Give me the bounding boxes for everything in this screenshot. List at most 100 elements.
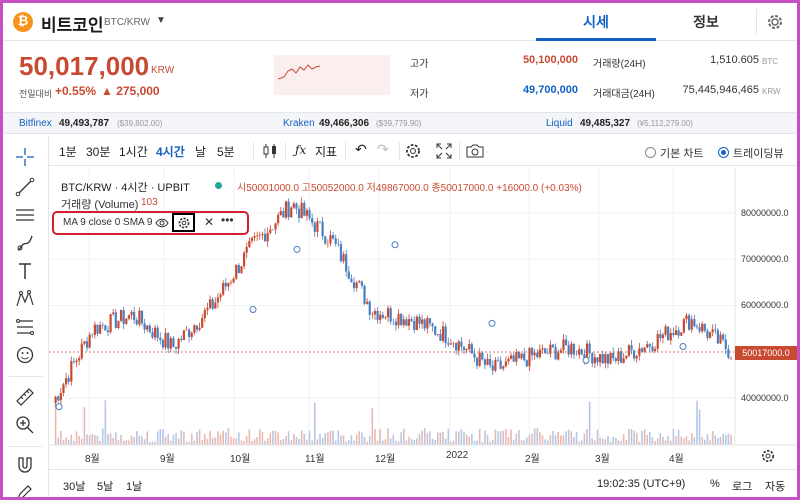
chart-canvas[interactable] (49, 167, 797, 497)
camera-icon[interactable] (465, 142, 485, 160)
ruler-icon[interactable] (14, 386, 36, 408)
eye-icon[interactable] (155, 216, 169, 230)
volume-bar (180, 430, 183, 445)
tradingview-radio[interactable] (718, 147, 729, 158)
volume-bar (332, 430, 334, 445)
price-chart[interactable]: BTC/KRW · 4시간 · UPBIT 시50001000.0 고50052… (49, 167, 797, 497)
range-30d[interactable]: 30날 (63, 481, 86, 493)
candlestick-icon[interactable] (261, 142, 279, 160)
interval-5m[interactable]: 5분 (217, 145, 235, 159)
pattern-icon[interactable] (14, 288, 36, 310)
basic-chart-label[interactable]: 기본 차트 (660, 148, 704, 160)
tab-info[interactable]: 정보 (693, 14, 719, 30)
volume-bar (583, 433, 586, 445)
volume-bar (340, 435, 342, 445)
volume-bar (468, 436, 471, 445)
volume-bar (672, 428, 675, 445)
basic-chart-radio[interactable] (645, 147, 656, 158)
indicator-button[interactable]: 지표 (315, 145, 338, 159)
volume-bar (473, 441, 476, 445)
auto-toggle[interactable]: 자동 (765, 481, 786, 493)
volume-bar (334, 440, 337, 445)
range-5d[interactable]: 5날 (97, 481, 114, 493)
volume-bar (633, 430, 635, 445)
volume-bar (685, 436, 688, 445)
interval-4h[interactable]: 4시간 (156, 145, 185, 159)
chevron-down-icon[interactable]: ▼ (156, 15, 166, 26)
volume-bar (515, 433, 518, 445)
interval-1m[interactable]: 1분 (59, 145, 77, 159)
gear-icon[interactable] (765, 12, 785, 32)
tradingview-label[interactable]: 트레이딩뷰 (733, 148, 784, 160)
volume-bar (363, 436, 366, 445)
volume-bar (599, 437, 601, 445)
x-tick: 9월 (160, 454, 175, 465)
volume-bar (612, 436, 615, 445)
emoji-icon[interactable] (14, 344, 36, 366)
price-panel: 50,017,000 KRW 전일대비 +0.55% ▲ 275,000 고가 … (3, 41, 797, 113)
volume-bar (172, 434, 175, 445)
range-1d[interactable]: 1날 (126, 481, 143, 493)
trendline-icon[interactable] (14, 176, 36, 198)
exchange-name[interactable]: Bitfinex (19, 118, 52, 129)
volume-bar (544, 439, 546, 445)
volume-bar (591, 438, 594, 445)
volume-bar (423, 428, 426, 445)
coin-pair[interactable]: BTC/KRW (104, 17, 150, 28)
volume-bar (112, 437, 115, 445)
volume-bar (125, 439, 128, 445)
volume-bar (54, 403, 57, 445)
zoom-in-icon[interactable] (14, 414, 36, 436)
volume-bar (604, 439, 607, 445)
function-icon[interactable]: ƒx (295, 143, 307, 157)
volume-bar (141, 436, 143, 445)
volume-bar (193, 440, 196, 445)
y-tick: 60000000.0 (741, 300, 789, 310)
pencil-lock-icon[interactable] (14, 481, 36, 497)
volume-bar (421, 430, 423, 445)
close-icon[interactable]: ✕ (204, 215, 215, 229)
gear-icon[interactable] (404, 142, 422, 160)
volume-bar (400, 432, 402, 445)
crosshair-icon[interactable] (14, 146, 36, 168)
gear-icon[interactable] (177, 216, 191, 230)
tab-quote[interactable]: 시세 (536, 3, 656, 41)
interval-30m[interactable]: 30분 (86, 145, 111, 159)
coin-name[interactable]: 비트코인 (41, 16, 104, 35)
percent-toggle[interactable]: % (710, 478, 720, 490)
header: ₿ 비트코인 BTC/KRW ▼ 시세 정보 (3, 3, 797, 41)
volume-bar (256, 437, 258, 445)
volume-bar (719, 436, 722, 445)
volume-bar (601, 438, 604, 445)
volume-bar (450, 441, 452, 445)
exchange-name[interactable]: Liquid (546, 118, 573, 129)
exchange-name[interactable]: Kraken (283, 118, 315, 129)
volume-bar (368, 435, 371, 445)
log-toggle[interactable]: 로그 (732, 481, 753, 493)
volume-bar (316, 439, 319, 445)
volume-bar (408, 436, 410, 445)
ma-indicator-legend[interactable]: MA 9 close 0 SMA 9 ✕ ••• (52, 211, 249, 235)
volume-bar (277, 432, 279, 445)
volume-bar (552, 430, 554, 445)
volume-bar (293, 433, 295, 445)
interval-1h[interactable]: 1시간 (119, 145, 148, 159)
fib-icon[interactable] (14, 316, 36, 338)
redo-icon[interactable]: ↷ (377, 141, 389, 157)
interval-day[interactable]: 날 (195, 145, 207, 159)
fullscreen-icon[interactable] (435, 142, 453, 160)
magnet-icon[interactable] (14, 454, 36, 476)
exchange-usd: ($39,779.90) (376, 119, 422, 128)
ma-settings-button[interactable] (172, 213, 195, 232)
volume-bar (416, 438, 418, 445)
volume-bar (311, 440, 313, 445)
brush-icon[interactable] (14, 232, 36, 254)
more-icon[interactable]: ••• (221, 213, 234, 227)
volume-bar (164, 436, 167, 445)
horizontal-lines-icon[interactable] (14, 204, 36, 226)
undo-icon[interactable]: ↶ (355, 141, 367, 157)
change-percent: +0.55% (55, 84, 97, 98)
gear-icon[interactable] (760, 448, 776, 464)
text-icon[interactable] (14, 260, 36, 282)
volume-bar (392, 434, 395, 445)
